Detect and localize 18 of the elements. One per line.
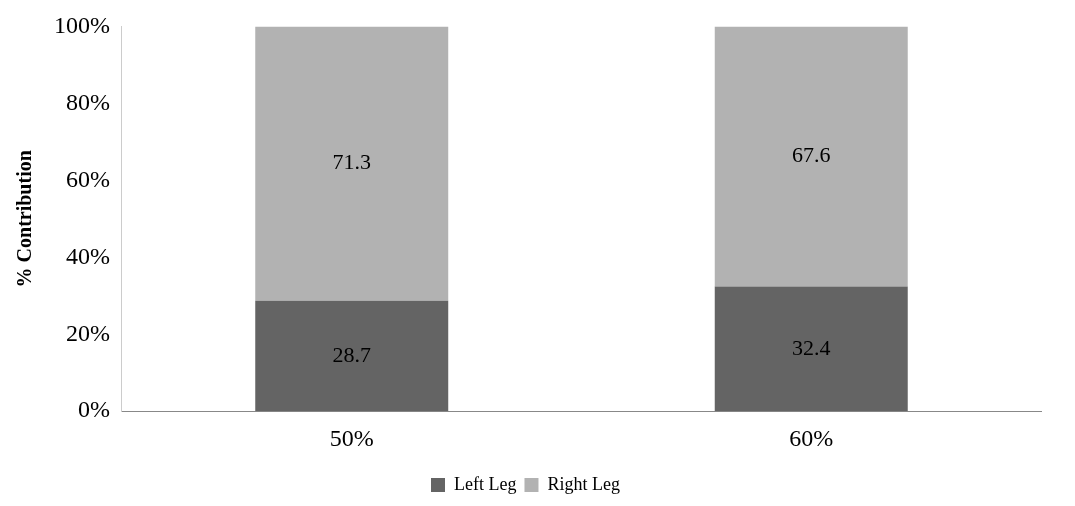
y-tick-label: 20% bbox=[65, 319, 110, 346]
y-tick-label: 40% bbox=[65, 242, 110, 269]
x-tick-label: 50% bbox=[329, 424, 374, 451]
legend-label: Right Leg bbox=[547, 473, 620, 494]
bar bbox=[714, 286, 908, 412]
data-label: 28.7 bbox=[332, 341, 371, 367]
data-label: 67.6 bbox=[792, 142, 831, 168]
data-label: 32.4 bbox=[792, 334, 831, 360]
legend-label: Left Leg bbox=[454, 473, 517, 494]
bar bbox=[255, 26, 449, 301]
y-axis-title: % Contribution bbox=[13, 150, 36, 288]
y-tick-label: 0% bbox=[77, 396, 110, 423]
y-tick-label: 60% bbox=[65, 165, 110, 192]
data-label: 71.3 bbox=[332, 149, 371, 175]
bar bbox=[255, 300, 449, 412]
y-tick-label: 100% bbox=[53, 11, 110, 38]
bar bbox=[714, 26, 908, 287]
y-tick-label: 80% bbox=[65, 88, 110, 115]
